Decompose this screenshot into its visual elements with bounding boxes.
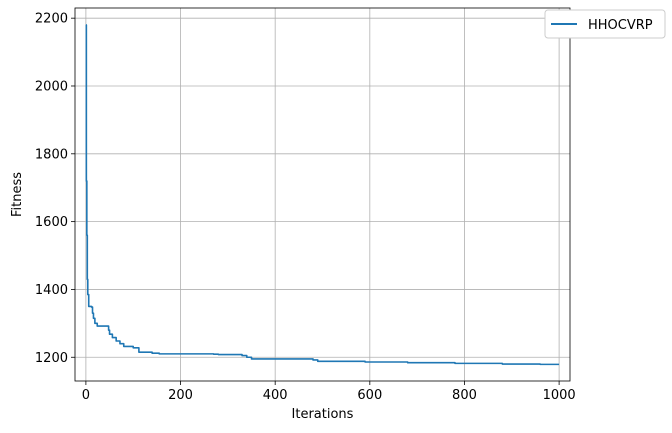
y-tick-label: 1200 <box>35 351 68 366</box>
y-tick-label: 1400 <box>35 283 68 298</box>
ticks: 0 200 400 600 800 1000 1200 1400 1600 1800 2000 220… <box>35 12 576 403</box>
legend-box <box>544 9 666 39</box>
y-tick-label: 1600 <box>35 215 68 230</box>
x-tick-label: 600 <box>357 388 382 403</box>
plot-frame <box>74 7 571 382</box>
x-tick-label: 0 <box>82 388 90 403</box>
series-line-hhocvrp <box>85 24 560 366</box>
y-axis-label: Fitness <box>10 172 25 217</box>
y-tick-label: 2200 <box>35 12 68 27</box>
y-tick-label: 2000 <box>35 79 68 94</box>
x-tick-label: 200 <box>168 388 193 403</box>
y-tick-label: 1800 <box>35 147 68 162</box>
x-tick-label: 1000 <box>543 388 576 403</box>
grid <box>75 8 570 381</box>
legend-label-hhocvrp: HHOCVRP <box>588 18 653 33</box>
x-tick-label: 800 <box>452 388 477 403</box>
legend: HHOCVRP <box>544 9 666 39</box>
plot-data <box>85 24 560 366</box>
x-axis-label: Iterations <box>292 407 354 422</box>
x-tick-label: 400 <box>263 388 288 403</box>
